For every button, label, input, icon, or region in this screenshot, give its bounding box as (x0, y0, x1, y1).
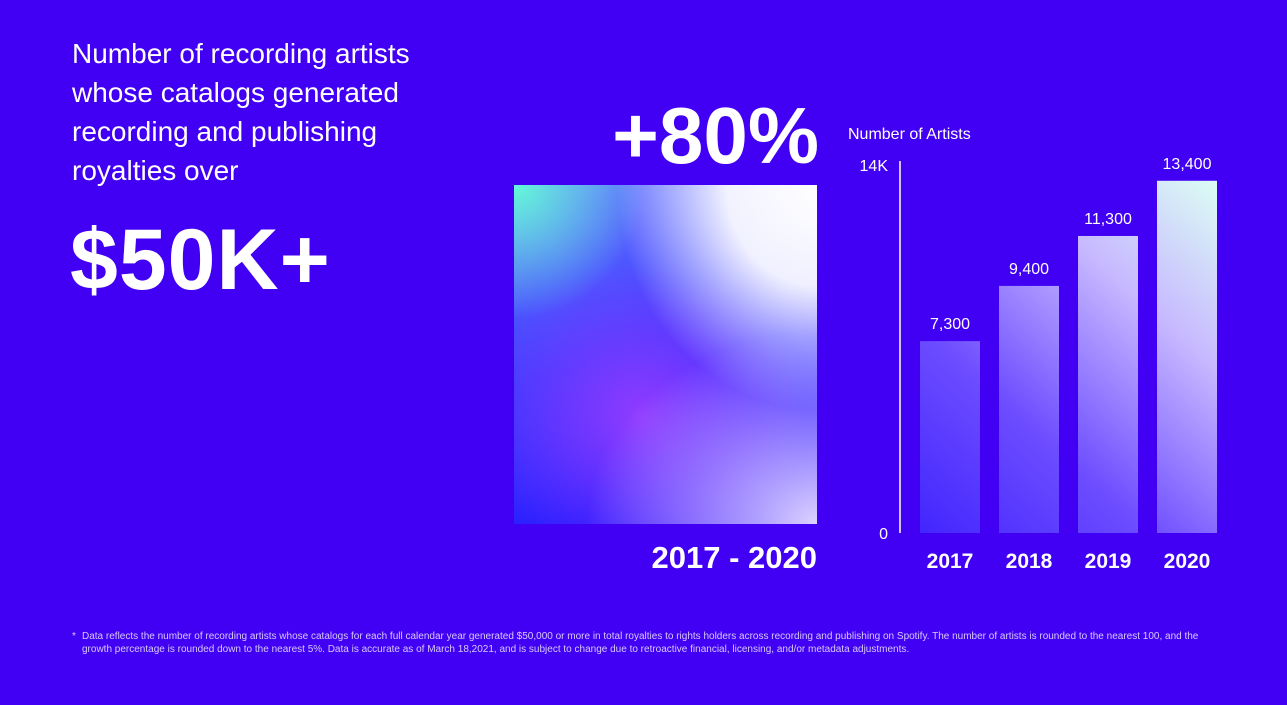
bar (999, 285, 1059, 533)
bar-value-label: 11,300 (1084, 211, 1132, 228)
growth-percentage: +80% (612, 91, 819, 180)
headline: Number of recording artists whose catalo… (72, 38, 410, 186)
x-tick-label: 2018 (1006, 550, 1053, 573)
y-axis-label: Number of Artists (848, 126, 971, 143)
x-tick-label: 2019 (1085, 550, 1132, 573)
bar (920, 341, 980, 533)
gradient-graphic (514, 185, 817, 524)
y-tick-label: 0 (879, 526, 888, 543)
artists-bar-chart: Number of Artists 0 14K 7,300 2017 9,400 2018 1… (848, 126, 1217, 573)
bar-value-label: 7,300 (930, 316, 970, 333)
footnote: * Data reflects the number of recording a… (72, 630, 1232, 656)
footnote-text: Data reflects the number of recording ar… (82, 631, 1199, 655)
bar (1078, 235, 1138, 533)
growth-period: 2017 - 2020 (651, 540, 817, 575)
royalty-threshold-amount: $50K+ (70, 212, 331, 308)
y-tick-label: 14K (860, 158, 889, 175)
bar (1157, 180, 1217, 533)
x-tick-label: 2017 (927, 550, 974, 573)
footnote-marker: * (72, 631, 76, 642)
x-tick-label: 2020 (1164, 550, 1211, 573)
bar-value-label: 13,400 (1163, 156, 1212, 173)
bar-value-label: 9,400 (1009, 261, 1049, 278)
